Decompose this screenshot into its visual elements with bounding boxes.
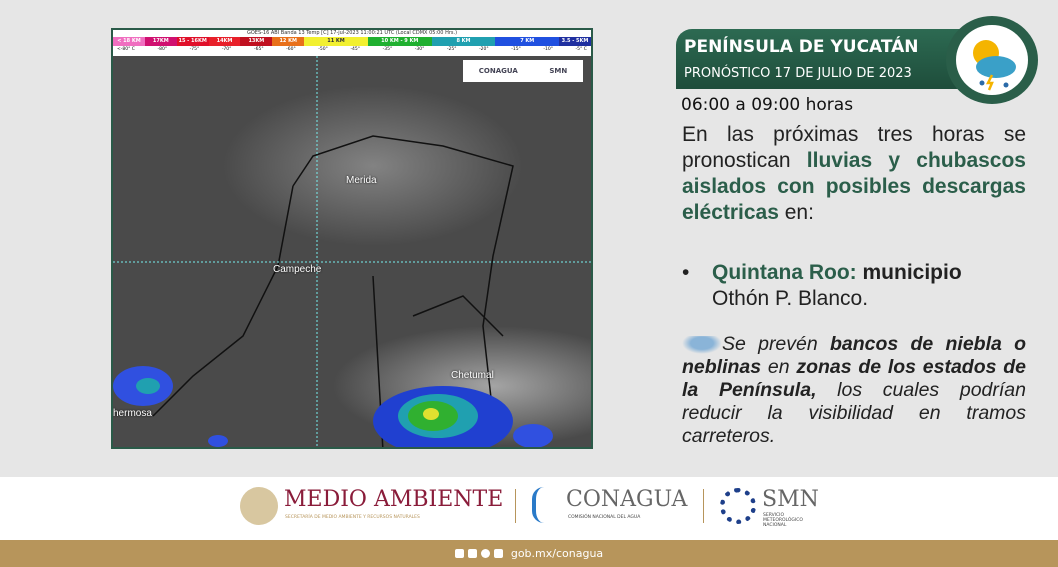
weather-badge	[946, 16, 1038, 104]
satellite-image: GOES-16 ABI Banda 13 Temp [C] 17-jul-202…	[111, 28, 593, 449]
smn-icon	[720, 488, 756, 524]
highlight: bancos de niebla o neblinas	[682, 333, 1026, 378]
temp-label: -5° C	[575, 47, 587, 52]
cloud-cells	[113, 366, 553, 447]
scale-segment: 12 KM	[272, 37, 305, 46]
conagua-logo: CONAGUA	[566, 487, 688, 512]
text: Se prevén	[722, 333, 830, 355]
temp-label: -10°	[543, 47, 553, 52]
scale-segment: < 18 KM	[113, 37, 145, 46]
time-range: 06:00 a 09:00 horas	[681, 95, 854, 115]
highlight: zonas de los estados de la Península,	[682, 356, 1026, 401]
state-name: Quintana Roo:	[712, 261, 857, 284]
temp-label: -20°	[479, 47, 489, 52]
map-logos: CONAGUA SMN	[463, 60, 583, 82]
temp-label: -25°	[446, 47, 457, 52]
scale-segment: 8 KM	[431, 37, 496, 46]
scale-segment: 15 - 16KM	[176, 37, 209, 46]
city-hermosa: hermosa	[113, 408, 152, 419]
footer-logos: MEDIO AMBIENTE SECRETARÍA DE MEDIO AMBIE…	[0, 477, 1058, 540]
temperature-scale: < 18 KM 17KM 15 - 16KM 14KM 13KM 12 KM 11 KM 10…	[113, 37, 591, 46]
city-campeche: Campeche	[273, 264, 322, 275]
conagua-icon	[532, 487, 556, 523]
fog-icon	[682, 335, 722, 354]
social-bar: gob.mx/conagua	[0, 540, 1058, 567]
conagua-sub: COMISIÓN NACIONAL DEL AGUA	[568, 515, 641, 520]
divider	[703, 489, 704, 523]
map-drawing	[113, 56, 591, 447]
temp-label: <-80° C	[117, 47, 135, 52]
temp-label: -30°	[414, 47, 425, 52]
forecast-date: PRONÓSTICO 17 DE JULIO DE 2023	[684, 66, 912, 81]
bullet: •	[682, 261, 690, 284]
region-title: PENÍNSULA DE YUCATÁN	[684, 37, 919, 57]
text: los cuales podrían reducir la visibilida…	[682, 379, 1026, 447]
mexico-seal-icon	[240, 487, 278, 525]
conagua-logo: CONAGUA	[478, 67, 518, 75]
scale-segment: 7 KM	[495, 37, 560, 46]
youtube-icon[interactable]	[493, 549, 503, 558]
temp-label: -35°	[382, 47, 393, 52]
medio-ambiente-logo: MEDIO AMBIENTE	[284, 487, 504, 512]
twitter-icon[interactable]	[467, 549, 477, 558]
scale-segment: 13KM	[240, 37, 273, 46]
scale-segment: 10 KM - 9 KM	[367, 37, 432, 46]
temp-label: -80°	[157, 47, 168, 52]
instagram-icon[interactable]	[480, 549, 490, 558]
highlight: lluvias y chubascos aislados con posible…	[682, 149, 1026, 224]
text: municipio	[856, 261, 962, 284]
temp-label: -50°	[318, 47, 328, 52]
website-link[interactable]: gob.mx/conagua	[510, 547, 604, 560]
affected-area: • Quintana Roo: municipio Othón P. Blanco.	[682, 260, 1026, 312]
forecast-text: En las próximas tres horas se pronostica…	[682, 122, 1026, 226]
temp-label: -75°	[189, 47, 200, 52]
scale-segment: 17KM	[144, 37, 177, 46]
text: en:	[778, 201, 814, 224]
city-chetumal: Chetumal	[451, 370, 494, 381]
text: En las próximas tres horas se pronostica…	[682, 123, 1026, 172]
temp-label: -70°	[221, 47, 232, 52]
smn-sub: SERVICIO METEOROLÓGICO NACIONAL	[763, 513, 803, 528]
scale-segment: 14KM	[208, 37, 241, 46]
temp-label: -60°	[286, 47, 296, 52]
region-header: PENÍNSULA DE YUCATÁN PRONÓSTICO 17 DE JU…	[676, 29, 976, 89]
scale-segment: 3.5 - 5KM	[559, 37, 591, 46]
sun-cloud-storm-icon	[956, 25, 1028, 95]
satellite-title: GOES-16 ABI Banda 13 Temp [C] 17-jul-202…	[246, 30, 458, 36]
temp-label: -15°	[511, 47, 521, 52]
facebook-icon[interactable]	[454, 549, 464, 558]
municipality: Othón P. Blanco.	[712, 287, 869, 310]
divider	[515, 489, 516, 523]
temperature-labels: <-80° C -80° -75° -70° -65° -60° -50° -45° -35° -…	[113, 46, 591, 54]
smn-logo: SMN	[762, 487, 819, 512]
temp-label: -45°	[350, 47, 361, 52]
scale-segment: 11 KM	[304, 37, 368, 46]
fog-text: Se prevén bancos de niebla o neblinas en…	[682, 333, 1026, 448]
text: en	[761, 356, 797, 378]
temp-label: -65°	[253, 47, 264, 52]
smn-logo: SMN	[549, 67, 568, 75]
medio-ambiente-sub: SECRETARÍA DE MEDIO AMBIENTE Y RECURSOS …	[285, 515, 420, 520]
city-merida: Merida	[346, 175, 377, 186]
